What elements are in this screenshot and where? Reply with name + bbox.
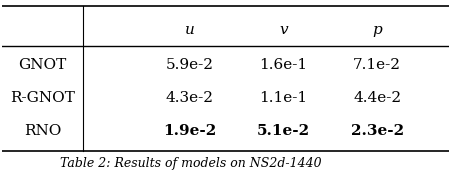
Text: p: p bbox=[372, 23, 382, 37]
Text: 1.1e-1: 1.1e-1 bbox=[260, 91, 308, 105]
Text: 1.9e-2: 1.9e-2 bbox=[163, 124, 216, 138]
Text: 5.9e-2: 5.9e-2 bbox=[166, 58, 214, 72]
Text: 1.6e-1: 1.6e-1 bbox=[260, 58, 308, 72]
Text: u: u bbox=[185, 23, 195, 37]
Text: 7.1e-2: 7.1e-2 bbox=[353, 58, 401, 72]
Text: GNOT: GNOT bbox=[18, 58, 67, 72]
Text: 5.1e-2: 5.1e-2 bbox=[257, 124, 310, 138]
Text: 2.3e-2: 2.3e-2 bbox=[351, 124, 404, 138]
Text: 4.4e-2: 4.4e-2 bbox=[353, 91, 401, 105]
Text: v: v bbox=[279, 23, 288, 37]
Text: Table 2: Results of models on NS2d-1440: Table 2: Results of models on NS2d-1440 bbox=[60, 157, 322, 170]
Text: R-GNOT: R-GNOT bbox=[10, 91, 75, 105]
Text: RNO: RNO bbox=[24, 124, 61, 138]
Text: 4.3e-2: 4.3e-2 bbox=[166, 91, 214, 105]
